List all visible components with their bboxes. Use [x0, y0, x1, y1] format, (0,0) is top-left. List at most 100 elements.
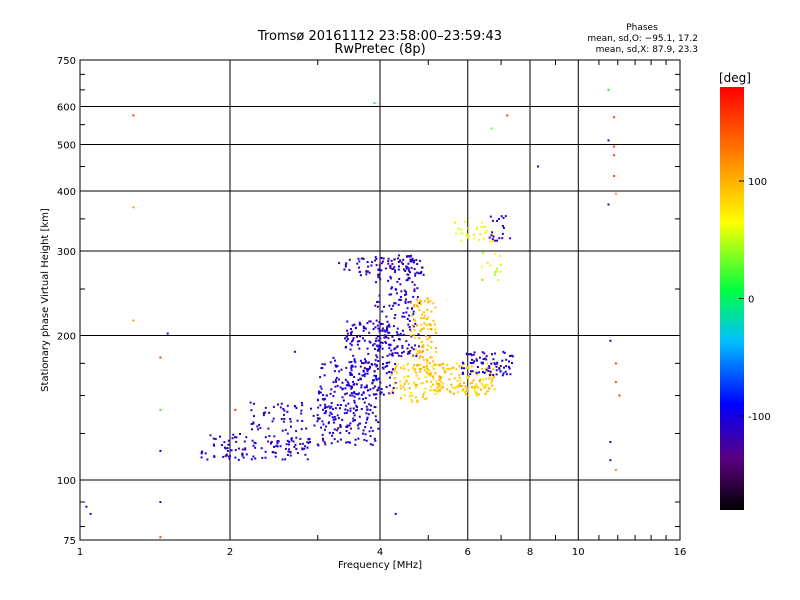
data-point	[404, 270, 407, 272]
data-point	[440, 376, 443, 379]
data-point	[391, 391, 394, 394]
data-point	[394, 377, 397, 379]
data-point	[441, 385, 444, 388]
data-point	[417, 301, 419, 304]
data-point	[423, 317, 425, 320]
data-point	[344, 263, 347, 266]
data-point	[495, 365, 498, 368]
data-point	[339, 424, 342, 426]
data-point	[476, 359, 478, 362]
data-point	[350, 344, 353, 347]
data-point	[391, 286, 393, 289]
data-point	[398, 254, 401, 257]
data-point	[331, 408, 334, 411]
data-point	[367, 368, 370, 371]
data-point	[346, 338, 349, 340]
data-point	[472, 379, 475, 382]
data-point	[394, 269, 397, 272]
data-point	[375, 337, 378, 340]
data-point	[388, 347, 391, 350]
data-point	[323, 428, 326, 431]
data-point	[413, 381, 415, 384]
data-point	[368, 331, 371, 334]
data-point	[372, 387, 375, 390]
data-point	[412, 348, 415, 351]
data-point	[305, 427, 308, 430]
data-point	[360, 257, 363, 260]
data-point	[491, 384, 494, 387]
data-point	[362, 362, 365, 365]
data-point	[511, 362, 513, 365]
data-point	[396, 363, 399, 366]
data-point	[436, 390, 439, 393]
data-point	[159, 536, 162, 539]
data-point	[406, 352, 409, 355]
data-point	[159, 501, 162, 503]
data-point	[276, 442, 279, 445]
data-point	[426, 308, 429, 311]
data-point	[276, 445, 279, 448]
data-point	[276, 440, 279, 442]
y-tick-labels: 75 100 200 300 400 500 600 750	[57, 56, 76, 547]
data-point	[435, 364, 438, 367]
data-point	[416, 296, 419, 299]
data-point	[362, 391, 365, 394]
data-point	[416, 263, 419, 265]
data-point	[503, 366, 505, 369]
data-point	[408, 387, 411, 390]
grid-lines	[80, 60, 680, 540]
data-point	[330, 442, 333, 445]
data-point	[614, 362, 617, 365]
data-point	[370, 404, 373, 407]
data-point	[254, 446, 257, 449]
data-point	[391, 354, 394, 356]
data-point	[406, 363, 409, 366]
data-point	[349, 422, 352, 425]
data-point	[363, 438, 366, 441]
data-point	[361, 362, 363, 364]
data-point	[375, 319, 378, 322]
data-point	[414, 386, 417, 389]
data-point	[377, 388, 379, 391]
data-point	[384, 365, 387, 368]
data-point	[360, 408, 363, 410]
data-point	[381, 323, 384, 325]
data-point	[366, 369, 369, 372]
data-point	[388, 323, 391, 326]
data-point	[355, 326, 357, 329]
data-point	[275, 445, 278, 448]
data-point	[473, 360, 476, 363]
data-point	[348, 269, 351, 271]
data-point	[407, 267, 410, 270]
data-point	[159, 449, 162, 452]
data-point	[346, 332, 349, 335]
data-point	[406, 307, 409, 310]
data-point	[365, 368, 368, 371]
data-point	[361, 257, 364, 260]
data-point	[360, 384, 363, 387]
data-point	[401, 315, 404, 318]
data-point	[394, 362, 397, 365]
data-point	[482, 371, 484, 373]
data-point	[334, 378, 337, 381]
data-point	[341, 396, 344, 399]
data-point	[438, 375, 441, 378]
data-point	[235, 440, 238, 443]
data-point	[416, 364, 418, 367]
data-point	[430, 340, 433, 343]
data-point	[484, 225, 487, 228]
data-point	[397, 261, 400, 263]
data-point	[334, 385, 337, 388]
data-point	[351, 394, 354, 397]
data-point	[407, 351, 410, 353]
data-point	[355, 383, 358, 386]
data-point	[402, 263, 404, 265]
y-tick-label: 75	[63, 536, 76, 547]
data-point	[348, 424, 351, 427]
data-point	[409, 258, 412, 261]
data-point	[244, 447, 247, 450]
data-point	[471, 386, 474, 389]
data-point	[231, 437, 234, 440]
data-point	[346, 380, 349, 383]
data-point	[295, 436, 298, 439]
